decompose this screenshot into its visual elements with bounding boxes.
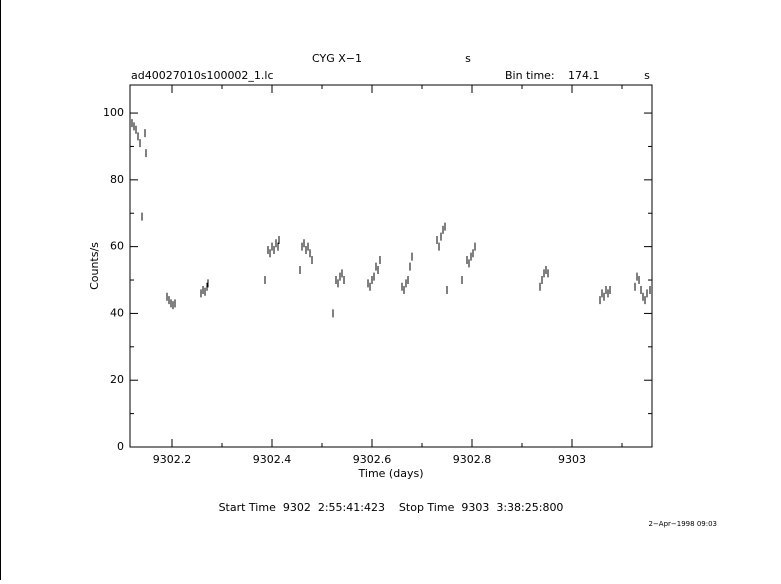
x-axis-label: Time (days) [358,467,424,480]
y-tick-label: 60 [110,240,124,253]
x-tick-label: 9302.4 [253,453,292,466]
x-tick-label: 9303 [558,453,586,466]
bin-time: 174.1 [568,69,600,82]
y-tick-label: 20 [110,373,124,386]
date: 2−Apr−1998 09:03 [648,520,717,528]
y-tick-label: 80 [110,173,124,186]
file-name: ad40027010s100002_1.lc [131,69,274,82]
plot-frame [129,84,653,448]
bin-time-unit: s [644,69,650,82]
y-tick-label: 0 [117,440,124,453]
chart-title: CYG X−1 [312,52,362,65]
y-tick-label: 100 [103,106,124,119]
x-tick-label: 9302.8 [453,453,492,466]
x-tick-label: 9302.2 [153,453,192,466]
y-tick-label: 40 [110,306,124,319]
footer: Start Time 9302 2:55:41:423 Stop Time 93… [219,501,564,514]
x-tick-label: 9302.6 [353,453,392,466]
y-axis-label: Counts/s [88,242,101,290]
bin-time-label: Bin time: [505,69,555,82]
title-unit: s [465,52,471,65]
